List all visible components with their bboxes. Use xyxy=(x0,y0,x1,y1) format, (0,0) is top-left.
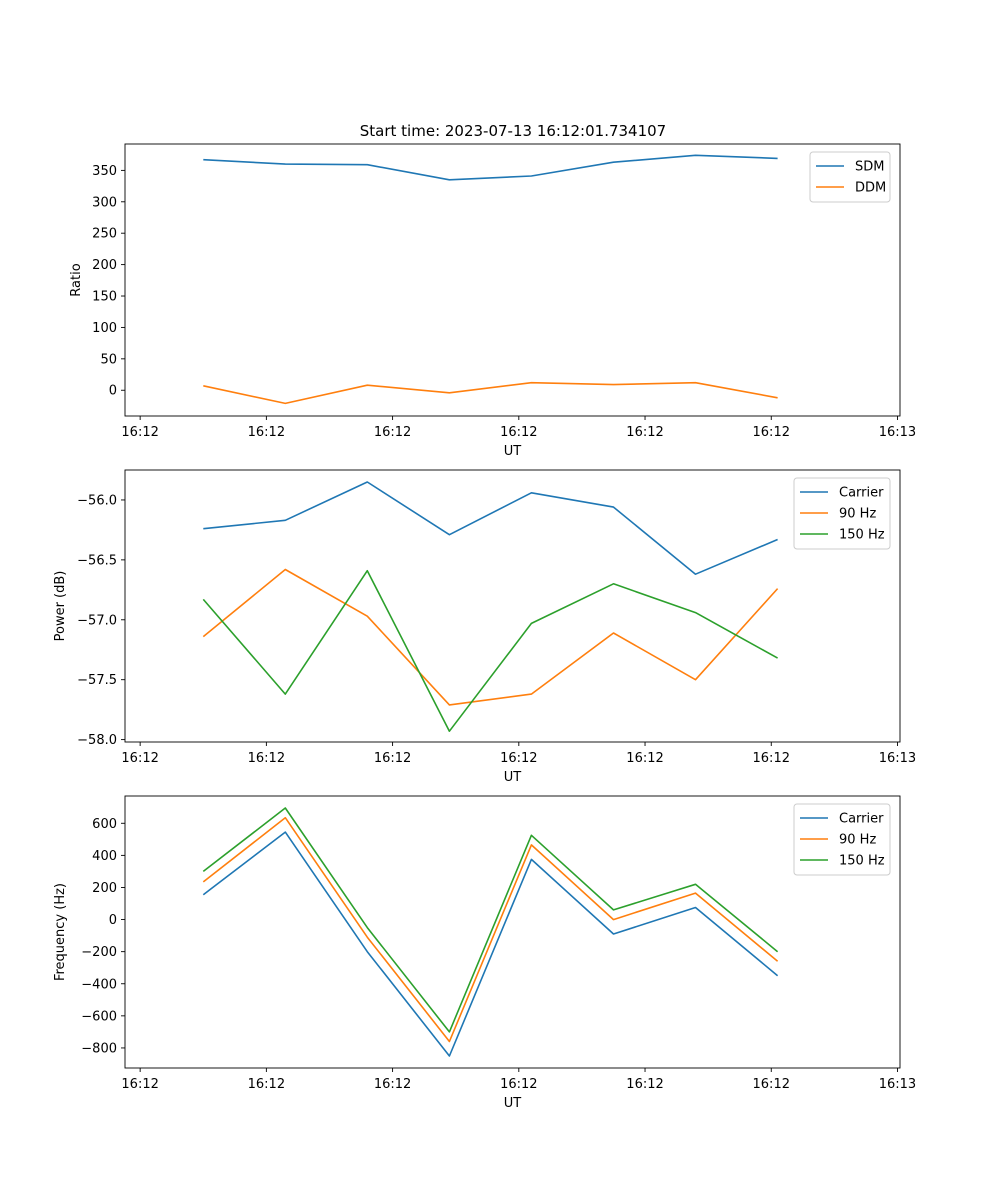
x-tick-label: 16:12 xyxy=(626,425,663,440)
y-axis-label: Frequency (Hz) xyxy=(53,883,68,981)
x-tick-label: 16:12 xyxy=(626,751,663,766)
panels: 16:12 16:12 16:12 16:12 16:12 16:12 16:13 0 50 10… xyxy=(53,143,916,1111)
x-tick-label: 16:12 xyxy=(500,751,537,766)
x-tick-label: 16:12 xyxy=(121,1077,158,1092)
series-line-90-hz xyxy=(202,568,779,706)
plot-frame xyxy=(124,795,901,1069)
y-tick-label: 150 xyxy=(92,290,117,305)
y-tick-label: 600 xyxy=(92,817,117,832)
x-tick-label: 16:12 xyxy=(121,425,158,440)
legend-box xyxy=(809,151,891,203)
legend: Carrier 90 Hz 150 Hz xyxy=(793,477,891,550)
series-line-sdm xyxy=(203,154,778,181)
series-line-ddm xyxy=(203,381,778,405)
y-tick-label: −200 xyxy=(81,945,117,960)
x-tick-label: 16:12 xyxy=(248,425,285,440)
y-tick-label: 300 xyxy=(92,195,117,210)
y-tick-label: −400 xyxy=(81,977,117,992)
x-tick-label: 16:12 xyxy=(248,751,285,766)
x-tick-label: 16:12 xyxy=(500,425,537,440)
y-tick-label: 250 xyxy=(92,227,117,242)
legend-label: Carrier xyxy=(839,486,884,501)
y-tick-label: −56.0 xyxy=(77,493,117,508)
legend: SDM DDM xyxy=(809,151,891,203)
panel-3: 16:12 16:12 16:12 16:12 16:12 16:12 16:13 −800 −… xyxy=(53,795,916,1111)
y-tick-label: 350 xyxy=(92,164,117,179)
legend-label: 150 Hz xyxy=(839,854,885,869)
y-tick-label: 50 xyxy=(100,352,117,367)
legend-label: Carrier xyxy=(839,812,884,827)
x-axis-label: UT xyxy=(504,770,522,785)
x-tick-label: 16:12 xyxy=(374,425,411,440)
y-tick-label: 200 xyxy=(92,258,117,273)
legend-box xyxy=(793,477,891,550)
y-axis-label: Power (dB) xyxy=(53,571,68,642)
x-tick-label: 16:12 xyxy=(121,751,158,766)
x-tick-label: 16:13 xyxy=(879,1077,916,1092)
x-tick-label: 16:12 xyxy=(753,751,790,766)
legend-label: 90 Hz xyxy=(839,833,876,848)
y-tick-label: 0 xyxy=(109,913,117,928)
y-tick-label: 400 xyxy=(92,849,117,864)
legend-label: 150 Hz xyxy=(839,528,885,543)
x-tick-label: 16:12 xyxy=(374,1077,411,1092)
x-tick-label: 16:12 xyxy=(626,1077,663,1092)
x-tick-label: 16:12 xyxy=(248,1077,285,1092)
plot-frame xyxy=(124,469,901,743)
x-axis-label: UT xyxy=(504,444,522,459)
x-tick-label: 16:12 xyxy=(753,1077,790,1092)
series-line-150-hz xyxy=(202,807,779,1033)
y-tick-label: −57.5 xyxy=(77,673,117,688)
x-tick-label: 16:12 xyxy=(500,1077,537,1092)
series-line-carrier xyxy=(202,831,779,1057)
y-tick-label: −800 xyxy=(81,1041,117,1056)
legend: Carrier 90 Hz 150 Hz xyxy=(793,803,891,876)
series-line-90-hz xyxy=(202,816,779,1043)
figure-title: Start time: 2023-07-13 16:12:01.734107 xyxy=(360,122,666,140)
x-tick-label: 16:12 xyxy=(374,751,411,766)
panel-2: 16:12 16:12 16:12 16:12 16:12 16:12 16:13 −58.0… xyxy=(53,469,916,785)
y-tick-label: −58.0 xyxy=(77,733,117,748)
y-tick-label: 100 xyxy=(92,321,117,336)
x-tick-label: 16:13 xyxy=(879,425,916,440)
panel-1: 16:12 16:12 16:12 16:12 16:12 16:12 16:13 0 50 10… xyxy=(69,143,916,459)
x-tick-label: 16:12 xyxy=(753,425,790,440)
legend-label: SDM xyxy=(855,160,884,175)
y-tick-label: −600 xyxy=(81,1009,117,1024)
y-tick-label: −56.5 xyxy=(77,553,117,568)
legend-label: 90 Hz xyxy=(839,507,876,522)
series-line-150-hz xyxy=(202,569,778,733)
legend-box xyxy=(793,803,891,876)
x-axis-label: UT xyxy=(504,1096,522,1111)
y-axis-label: Ratio xyxy=(69,263,84,296)
y-tick-label: 200 xyxy=(92,881,117,896)
series-line-carrier xyxy=(203,481,778,576)
legend-label: DDM xyxy=(855,181,886,196)
y-tick-label: 0 xyxy=(109,384,117,399)
x-tick-label: 16:13 xyxy=(879,751,916,766)
y-tick-label: −57.0 xyxy=(77,613,117,628)
plot-frame xyxy=(124,143,901,417)
